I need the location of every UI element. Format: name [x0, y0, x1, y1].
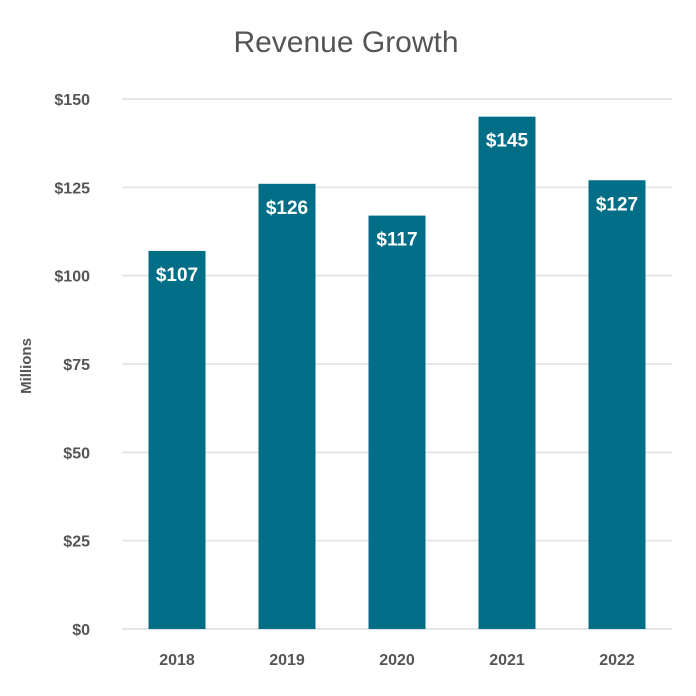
bar — [478, 116, 536, 629]
bars — [148, 116, 646, 630]
y-tick-label: $150 — [54, 92, 90, 109]
bar — [258, 183, 316, 630]
x-tick-label: 2020 — [379, 652, 415, 669]
y-axis-label: Millions — [18, 338, 35, 394]
x-tick-label: 2019 — [269, 652, 305, 669]
bar — [148, 250, 206, 629]
x-tick-label: 2018 — [159, 652, 195, 669]
y-tick-label: $0 — [72, 622, 90, 639]
data-labels: $107 $126 $117 $145 $127 — [156, 131, 638, 286]
data-label: $117 — [376, 230, 417, 251]
y-tick-label: $75 — [63, 357, 90, 374]
x-tick-label: 2022 — [599, 652, 635, 669]
chart-title: Revenue Growth — [233, 26, 458, 59]
y-tick-label: $50 — [63, 445, 90, 462]
y-tick-label: $125 — [54, 180, 90, 197]
bar — [588, 180, 646, 629]
data-label: $145 — [486, 131, 529, 152]
y-tick-label: $25 — [63, 534, 90, 551]
data-label: $107 — [156, 265, 198, 286]
x-tick-label: 2021 — [489, 652, 525, 669]
data-label: $126 — [266, 198, 308, 219]
bar — [368, 215, 426, 629]
y-tick-label: $100 — [54, 269, 90, 286]
x-axis-ticks: 2018 2019 2020 2021 2022 — [159, 652, 635, 669]
data-label: $127 — [596, 194, 638, 215]
y-axis-ticks: $0 $25 $50 $75 $100 $125 $150 — [54, 92, 90, 639]
